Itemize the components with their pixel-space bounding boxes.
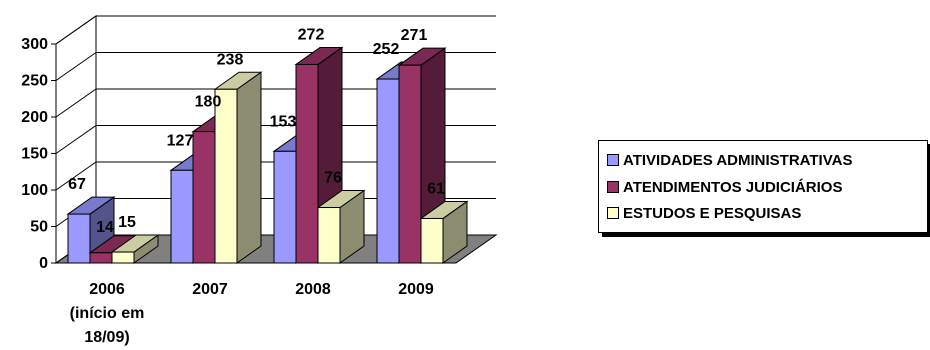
bar-chart: 0 50 100 150 200 250 300 67 14 15 127 180 238 153 272… xyxy=(21,15,498,346)
data-label: 14 xyxy=(96,219,114,236)
x-tick-label: 2006 xyxy=(89,281,125,298)
data-label: 76 xyxy=(324,170,342,187)
legend-item-atividades: ATIVIDADES ADMINISTRATIVAS xyxy=(607,150,852,170)
data-label: 153 xyxy=(270,113,297,130)
x-tick-label: 2009 xyxy=(398,281,434,298)
data-label: 272 xyxy=(298,26,325,43)
y-tick-label: 200 xyxy=(21,109,48,126)
gridline-diagonal xyxy=(55,88,97,118)
x-tick-label: 2008 xyxy=(295,281,331,298)
data-label: 15 xyxy=(118,214,136,231)
y-tick-label: 0 xyxy=(39,255,48,272)
x-tick-label: 18/09) xyxy=(84,329,129,346)
y-tick-label: 250 xyxy=(21,73,48,90)
data-label: 67 xyxy=(68,176,86,193)
bar-2-2 xyxy=(316,189,366,264)
legend-swatch-atendimentos xyxy=(607,181,619,193)
x-tick-label: 2007 xyxy=(192,281,228,298)
gridline-diagonal xyxy=(55,15,97,45)
data-label: 180 xyxy=(195,94,222,111)
gridline-diagonal xyxy=(55,52,97,81)
legend-item-estudos: ESTUDOS E PESQUISAS xyxy=(607,203,801,223)
data-label: 252 xyxy=(373,41,400,58)
gridline-diagonal xyxy=(55,125,97,154)
legend: ATIVIDADES ADMINISTRATIVAS ATENDIMENTOS … xyxy=(598,140,928,233)
x-axis-labels: 2006 (início em 18/09) 2007 2008 2009 xyxy=(70,281,434,346)
y-tick-label: 150 xyxy=(21,146,48,163)
x-tick-label: (início em xyxy=(70,305,145,322)
legend-item-atendimentos: ATENDIMENTOS JUDICIÁRIOS xyxy=(607,177,842,197)
bar-3-2 xyxy=(419,200,469,264)
bar-0-2 xyxy=(110,234,160,264)
y-tick-label: 100 xyxy=(21,182,48,199)
legend-label-atendimentos: ATENDIMENTOS JUDICIÁRIOS xyxy=(623,178,843,196)
y-axis: 0 50 100 150 200 250 300 xyxy=(21,36,57,272)
legend-swatch-atividades xyxy=(607,154,619,166)
data-label: 271 xyxy=(401,27,428,44)
bar-1-2 xyxy=(213,71,263,264)
data-label: 61 xyxy=(427,180,445,197)
legend-label-atividades: ATIVIDADES ADMINISTRATIVAS xyxy=(623,151,853,169)
y-tick-label: 300 xyxy=(21,36,48,53)
bars xyxy=(66,46,469,264)
data-label: 238 xyxy=(217,51,244,68)
data-label: 127 xyxy=(167,132,194,149)
y-tick-label: 50 xyxy=(30,219,48,236)
gridline-diagonal xyxy=(55,161,97,191)
legend-label-estudos: ESTUDOS E PESQUISAS xyxy=(623,204,802,222)
legend-swatch-estudos xyxy=(607,207,619,219)
